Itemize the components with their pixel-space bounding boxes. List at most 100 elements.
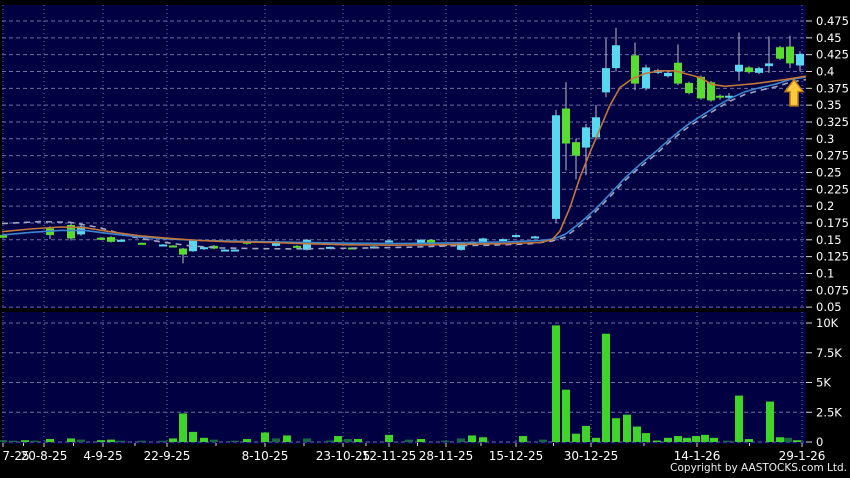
volume-bar [683,437,691,442]
volume-bar [701,434,709,442]
candle-body [674,62,682,84]
volume-bar [745,439,753,442]
candle-body [385,240,393,243]
volume-bar [77,439,85,442]
candle-body [107,237,115,242]
candle-body [562,108,570,144]
candle-body [707,82,715,101]
candle-body [796,53,804,66]
date-label: 7-25 [2,449,29,463]
candle-body [293,245,301,248]
volume-bar [612,418,620,442]
volume-bars [0,325,801,442]
volume-bar [231,440,239,442]
volume-bar [179,413,187,442]
ma-dashed-line [1,78,807,250]
candle-body [512,235,520,238]
volume-bar [138,440,146,442]
volume-bar [479,437,487,442]
candle-body [159,244,167,247]
volume-tick-label: 2.5K [816,405,842,419]
price-tick-label: 0.15 [816,233,842,247]
volume-bar [776,437,784,442]
price-tick-label: 0.25 [816,165,842,179]
candle-body [602,68,610,93]
candle-body [642,67,650,89]
date-label: 8-10-25 [242,449,289,463]
copyright-text: Copyright by AASTOCKS.com Ltd. [670,462,847,474]
candle-body [138,242,146,245]
candles [0,27,804,264]
price-tick-label: 0.45 [816,31,842,45]
volume-bar [664,437,672,442]
volume-bar [735,395,743,442]
candle-body [725,95,733,98]
volume-bar [723,440,731,442]
volume-bar [283,435,291,442]
price-tick-label: 0.225 [816,182,849,196]
volume-bar [67,438,75,442]
volume-bar [210,439,218,442]
price-tick-label: 0.35 [816,98,842,112]
volume-bar [159,440,167,442]
candle-body [179,248,187,255]
price-tick-label: 0.425 [816,48,849,62]
date-label: 12-11-25 [362,449,416,463]
volume-bar [692,436,700,442]
candle-body [427,239,435,245]
price-tick-label: 0.05 [816,300,842,314]
candle-body [169,245,177,248]
price-axis: 0.475 0.45 0.425 0.4 0.375 0.35 0.325 0.3 0.275 0… [806,14,849,314]
volume-bar [602,333,610,442]
candle-body [417,239,425,244]
candle-body [457,242,465,250]
candle-body [221,249,229,252]
price-tick-label: 0.4 [816,64,834,78]
volume-bar [633,426,641,442]
volume-bar [21,440,29,442]
volume-axis: 10K 7.5K 5K 2.5K 0 [806,316,842,449]
ma-fast-line [1,70,807,247]
candle-body [97,237,105,240]
volume-bar [97,440,105,442]
price-tick-label: 0.1 [816,266,834,280]
volume-bar [784,437,792,442]
candle-body [612,45,620,69]
candle-body [697,76,705,99]
volume-bar [117,440,125,442]
date-label: 14-1-26 [674,449,721,463]
candle-body [745,67,753,73]
volume-bar [200,437,208,442]
price-tick-label: 0.3 [816,132,834,146]
candle-body [189,240,197,252]
volume-bar [261,432,269,442]
candle-body [755,68,763,73]
volume-bar [31,440,39,442]
price-tick-label: 0.125 [816,250,849,264]
price-tick-label: 0.275 [816,149,849,163]
price-panel[interactable] [2,5,806,308]
candle-body [716,95,724,98]
volume-bar [457,438,465,442]
volume-bar [243,439,251,442]
price-tick-label: 0.475 [816,14,849,28]
volume-bar [519,436,527,442]
volume-bar [326,440,334,442]
candle-body [592,117,600,138]
candle-body [552,115,560,219]
volume-bar [793,440,801,442]
date-label: 30-12-25 [564,449,618,463]
volume-bar [107,439,115,442]
volume-bar [562,389,570,442]
volume-bar [653,440,661,442]
volume-bar [272,438,280,442]
volume-panel[interactable] [2,312,806,444]
volume-bar [539,439,547,442]
volume-bar [354,439,362,442]
volume-bar [405,439,413,442]
price-tick-label: 0.175 [816,216,849,230]
volume-bar [582,425,590,442]
